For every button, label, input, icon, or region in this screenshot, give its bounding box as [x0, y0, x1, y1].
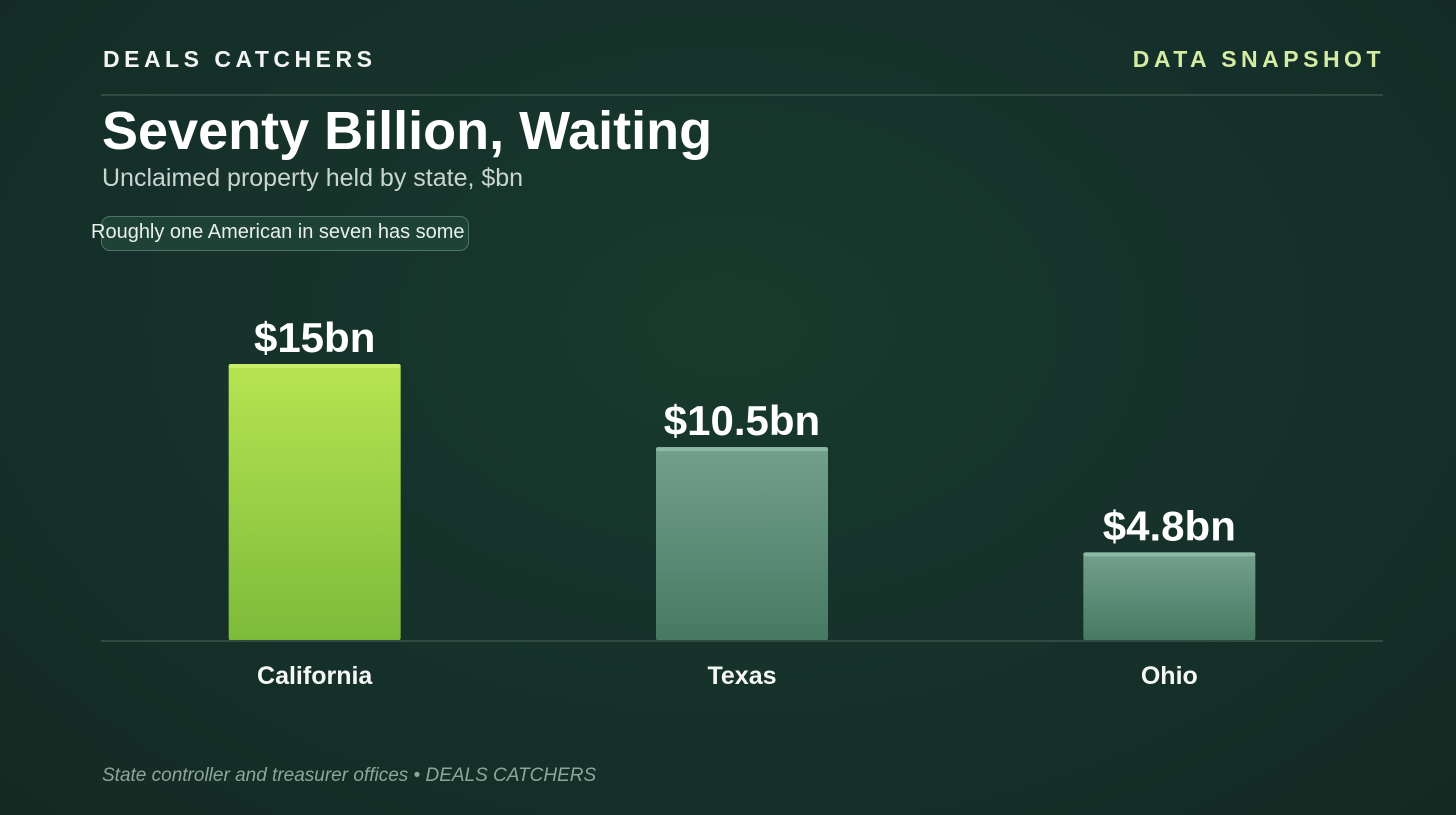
- bars-group: $15bn California $10.5bn Texas $4.8bn Ohio: [228, 314, 1256, 690]
- callout-text: Roughly one American in seven has some: [91, 221, 465, 243]
- chart-subtitle: Unclaimed property held by state, $bn: [102, 164, 524, 192]
- source-note: State controller and treasurer offices •…: [102, 765, 597, 786]
- category-label-texas: Texas: [707, 662, 776, 690]
- data-label-texas: $10.5bn: [664, 397, 820, 444]
- header-divider: [101, 94, 1383, 96]
- section-kicker: DATA SNAPSHOT: [1132, 46, 1385, 72]
- category-label-ohio: Ohio: [1141, 662, 1198, 690]
- brand-name: DEALS CATCHERS: [103, 46, 377, 72]
- bar-cap-california: [228, 364, 401, 368]
- bar-ohio: [1083, 552, 1256, 641]
- bar-california: [228, 364, 401, 641]
- category-label-california: California: [257, 662, 373, 690]
- callout-pill: [101, 216, 469, 251]
- bar-texas: [656, 447, 828, 641]
- data-label-ohio: $4.8bn: [1103, 502, 1236, 549]
- bar-cap-texas: [656, 447, 828, 452]
- chart-title: Seventy Billion, Waiting: [102, 101, 713, 161]
- bar-cap-ohio: [1083, 552, 1256, 557]
- data-label-california: $15bn: [254, 314, 375, 361]
